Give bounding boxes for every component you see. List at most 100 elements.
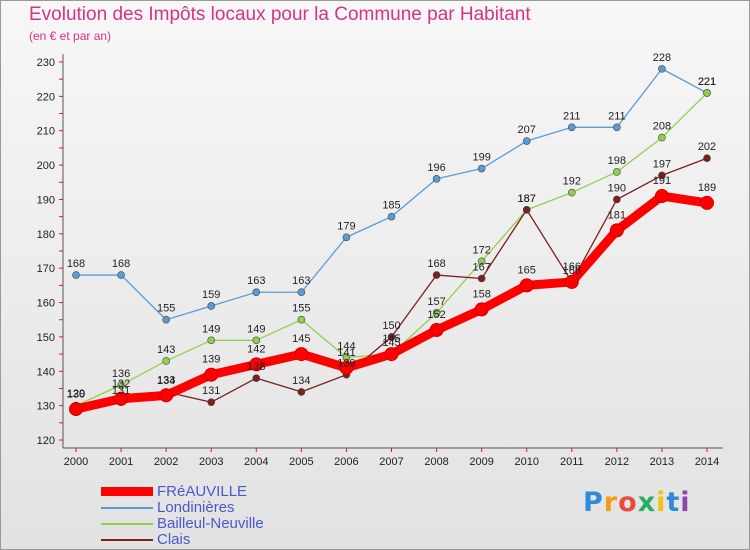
data-label: 166 xyxy=(563,261,581,273)
data-point xyxy=(658,133,666,142)
data-point xyxy=(114,391,129,406)
data-label: 163 xyxy=(247,275,265,287)
data-point xyxy=(387,333,396,341)
legend-swatch xyxy=(101,487,153,496)
logo-letter: o xyxy=(618,487,638,518)
x-tick-label: 2005 xyxy=(289,456,313,468)
data-label: 197 xyxy=(653,158,671,170)
proxiti-logo: Proxiti xyxy=(583,487,691,518)
data-point xyxy=(613,123,621,132)
data-point xyxy=(69,402,83,417)
x-tick-label: 2007 xyxy=(379,456,403,468)
data-labels: 168 168 155 159 163 163 179 185 196 199 207 211 211 2… xyxy=(67,52,716,401)
legend-item-freauville[interactable]: FRéAUVILLE xyxy=(101,484,361,500)
data-label: 150 xyxy=(382,320,400,332)
x-tick-label: 2014 xyxy=(695,456,719,468)
data-point xyxy=(72,271,80,279)
data-label: 139 xyxy=(202,354,220,366)
data-point xyxy=(700,195,714,210)
y-tick-label: 120 xyxy=(37,435,55,447)
chart-title: Evolution des Impôts locaux pour la Comm… xyxy=(29,4,531,25)
data-label: 190 xyxy=(608,182,626,194)
data-point xyxy=(658,171,666,180)
data-point xyxy=(117,381,125,389)
data-point xyxy=(658,65,666,73)
legend-item-londinieres[interactable]: Londinières xyxy=(101,500,361,516)
data-label: 207 xyxy=(518,124,536,136)
data-point xyxy=(522,205,531,214)
data-label: 187 xyxy=(518,193,536,205)
data-label: 208 xyxy=(653,121,671,133)
y-tick-label: 140 xyxy=(37,366,55,378)
data-label: 211 xyxy=(563,110,581,122)
data-point xyxy=(117,271,125,279)
data-label: 168 xyxy=(427,258,445,270)
data-point xyxy=(249,357,264,372)
data-label: 139 xyxy=(337,358,355,370)
data-label: 165 xyxy=(518,264,536,276)
data-label: 191 xyxy=(653,175,671,187)
data-point xyxy=(387,212,396,221)
data-label: 181 xyxy=(608,209,626,221)
legend: FRéAUVILLE Londinières Bailleul-Neuville… xyxy=(101,484,361,548)
data-point xyxy=(432,175,441,183)
data-point xyxy=(294,347,309,362)
legend-swatch xyxy=(101,507,153,509)
legend-item-clais[interactable]: Clais xyxy=(101,532,361,548)
legend-label: Bailleul-Neuville xyxy=(157,515,264,532)
data-label: 134 xyxy=(292,375,310,387)
data-label: 145 xyxy=(292,333,310,345)
axes: 120 130 140 150 160 170 180 190 200 210 220 230 2000… xyxy=(37,54,723,468)
x-tick-label: 2013 xyxy=(650,456,674,468)
data-point xyxy=(609,223,624,238)
data-point xyxy=(613,195,621,204)
series-group xyxy=(69,65,714,417)
data-label: 131 xyxy=(202,385,220,397)
x-tick-label: 2004 xyxy=(244,456,268,468)
data-point xyxy=(207,398,216,407)
data-label: 132 xyxy=(112,378,130,390)
legend-item-bailleul-neuville[interactable]: Bailleul-Neuville xyxy=(101,516,361,532)
legend-label: Clais xyxy=(157,531,191,548)
x-tick-label: 2006 xyxy=(334,456,358,468)
data-label: 221 xyxy=(698,76,716,88)
data-label: 166 xyxy=(563,265,581,277)
data-point xyxy=(477,257,486,266)
y-tick-label: 150 xyxy=(37,332,55,344)
data-point xyxy=(474,302,489,317)
data-point xyxy=(252,336,261,345)
data-label: 138 xyxy=(247,361,265,373)
data-point xyxy=(567,188,576,197)
data-point xyxy=(297,388,306,396)
x-tick-label: 2008 xyxy=(424,456,448,468)
x-tick-label: 2001 xyxy=(109,456,133,468)
data-label: 155 xyxy=(157,303,175,315)
logo-letter: r xyxy=(603,487,619,518)
data-label: 144 xyxy=(337,341,355,353)
x-tick-label: 2010 xyxy=(514,456,538,468)
data-label: 136 xyxy=(112,368,130,380)
y-tick-label: 130 xyxy=(37,401,55,413)
data-label: 149 xyxy=(202,323,220,335)
data-label: 159 xyxy=(202,289,220,301)
data-label: 167 xyxy=(472,261,490,273)
data-point xyxy=(429,323,444,338)
logo-letter: t xyxy=(666,487,681,518)
data-label: 141 xyxy=(337,347,355,359)
data-label: 145 xyxy=(382,337,400,349)
data-label: 211 xyxy=(608,110,626,122)
data-point xyxy=(477,164,486,173)
data-point xyxy=(339,360,354,375)
data-label: 196 xyxy=(427,162,445,174)
data-label: 228 xyxy=(653,52,671,64)
logo-letter: i xyxy=(680,487,691,518)
data-label: 168 xyxy=(67,258,85,270)
y-tick-label: 200 xyxy=(37,160,55,172)
data-point xyxy=(297,315,306,324)
x-tick-label: 2002 xyxy=(154,456,178,468)
data-point xyxy=(432,271,441,279)
data-point xyxy=(567,123,576,132)
data-label: 192 xyxy=(563,176,581,188)
